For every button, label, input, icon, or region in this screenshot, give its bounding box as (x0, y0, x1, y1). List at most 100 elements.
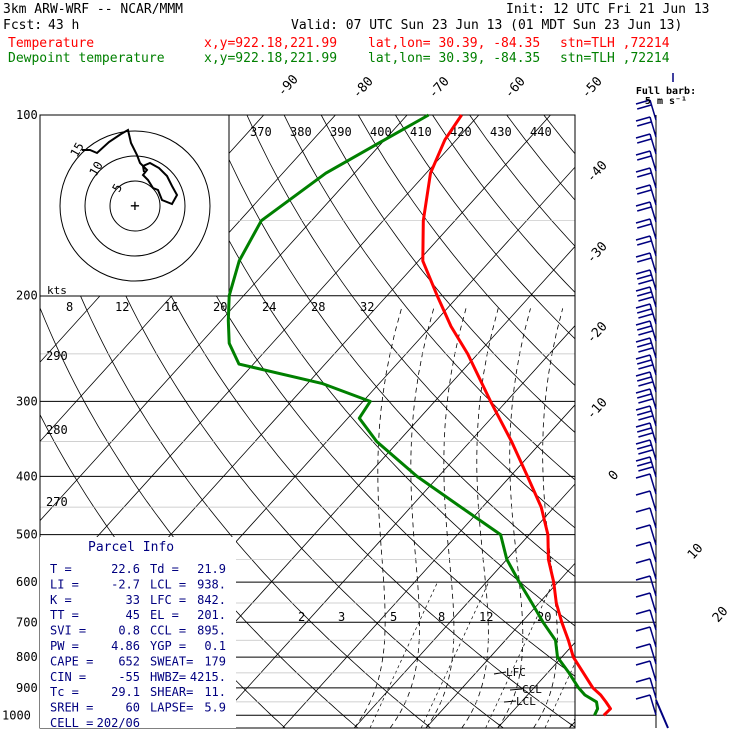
theta-e-label: 400 (370, 125, 392, 139)
theta-e-label: 390 (330, 125, 352, 139)
dry-adiabat (40, 180, 431, 728)
moist-adiabat (533, 308, 564, 728)
ccl-marker: CCL (509, 683, 542, 696)
temperature-label: -90 (275, 72, 302, 99)
parcel-value-right: 0.1 (204, 639, 226, 653)
hodo-speed-label: 16 (164, 300, 178, 314)
temperature-label: -10 (584, 395, 611, 422)
pressure-label-800: 800 (16, 650, 38, 664)
mixing-ratio-line (661, 582, 729, 728)
parcel-key-left: T = (50, 562, 72, 576)
dewpoint-station: stn=TLH ,72214 (560, 51, 670, 66)
theta-e-label: 380 (290, 125, 312, 139)
temperature-label: 10 (685, 541, 707, 563)
wind-barb (635, 371, 657, 393)
barb-legend-title: Full barb: (636, 86, 696, 97)
dewpoint-profile (226, 113, 600, 716)
wind-barb (635, 609, 657, 631)
wind-barb (635, 660, 657, 682)
moist-adiabat (707, 308, 731, 728)
parcel-value-right: 938. (197, 577, 226, 591)
moist-adiabat (569, 717, 575, 728)
hodograph: + 5 10 15 kts (39, 114, 230, 297)
dry-adiabat (320, 115, 575, 433)
parcel-key-left: PW = (50, 639, 79, 653)
isotherm (353, 483, 575, 728)
dry-adiabat (432, 115, 575, 293)
wind-barb (635, 643, 657, 665)
hodo-speed-label: 24 (262, 300, 276, 314)
mixing-ratio-line (420, 581, 490, 728)
lfc-label: LFC (506, 666, 526, 679)
isotherm (40, 115, 336, 443)
parcel-key-right: YGP = (150, 639, 186, 653)
mixing-ratio-label: 5 (390, 610, 397, 624)
wind-barb (635, 269, 657, 291)
wind-barb (635, 337, 657, 359)
parcel-value-right: 201. (197, 608, 226, 622)
hodo-speed-label: 12 (115, 300, 129, 314)
init-time: Init: 12 UTC Fri 21 Jun 13 (506, 2, 710, 17)
dry-adiabat (246, 115, 575, 529)
wind-barb (635, 99, 657, 121)
wind-barb (635, 150, 657, 172)
wind-barb (635, 422, 657, 444)
temperature-label: -40 (584, 158, 611, 185)
hodograph-trace (82, 128, 179, 206)
parcel-info-panel: Parcel Info T = 22.6 Td = 21.9 LI = -2.7 LCL =… (40, 537, 236, 730)
wind-barb (635, 524, 657, 546)
hodograph-ring-label-15: 15 (67, 140, 86, 160)
wind-barb (635, 354, 657, 376)
wind-barb (635, 507, 657, 529)
hodograph-units: kts (47, 284, 67, 297)
wind-barb (635, 286, 657, 308)
wind-barb (635, 303, 657, 325)
plot-frame (39, 114, 576, 729)
parcel-value-left: 652 (118, 654, 140, 668)
temperature-profile (421, 114, 612, 717)
forecast-label: Fcst: (3, 18, 43, 33)
forecast-hour: 43 h (48, 18, 80, 33)
dry-adiabat (506, 115, 575, 201)
mixing-ratio-line (369, 581, 438, 728)
pressure-label-600: 600 (16, 575, 38, 589)
moist-adiabat (353, 308, 402, 728)
wind-barb (635, 677, 657, 699)
temperature-station: stn=TLH ,72214 (560, 36, 670, 51)
wind-barb (635, 184, 657, 206)
parcel-value-left: 29.1 (111, 685, 140, 699)
dry-adiabat (209, 115, 575, 578)
temperature-label: -70 (426, 74, 453, 101)
hodograph-ring-15 (59, 130, 211, 282)
wind-barb (635, 439, 657, 461)
parcel-key-right: SHEAR= (150, 685, 193, 699)
parcel-key-left: SVI = (50, 624, 86, 638)
dry-adiabat (61, 115, 504, 728)
parcel-key-right: LFC = (150, 593, 186, 607)
isotherm (40, 115, 408, 522)
temperature-label: -50 (579, 74, 606, 101)
dewpoint-latlon: lat,lon= 30.39, -84.35 (368, 51, 541, 66)
wind-barb (635, 388, 657, 410)
hodo-speed-label: 32 (360, 300, 374, 314)
hodograph-ring-label-10: 10 (86, 159, 105, 179)
temperature-latlon: lat,lon= 30.39, -84.35 (368, 36, 541, 51)
lcl-marker: LCL (503, 695, 536, 708)
parcel-key-left: CAPE = (50, 654, 93, 668)
surface-wind-trace (655, 699, 669, 729)
parcel-value-left: -2.7 (111, 577, 140, 591)
parcel-key-right: CCL = (150, 624, 186, 638)
dry-adiabat (581, 115, 740, 728)
ccl-tick (509, 688, 523, 691)
pressure-label-100: 100 (16, 108, 38, 122)
parcel-value-right: 842. (197, 593, 226, 607)
mixing-ratio-label: 12 (479, 610, 493, 624)
wind-barb (635, 201, 657, 223)
wind-barb (635, 541, 657, 563)
wind-barb (635, 694, 657, 716)
parcel-key-left: TT = (50, 608, 79, 622)
lfc-marker: LFC (493, 666, 526, 679)
dry-adiabat (98, 115, 575, 728)
temperature-label: 0 (606, 468, 622, 484)
